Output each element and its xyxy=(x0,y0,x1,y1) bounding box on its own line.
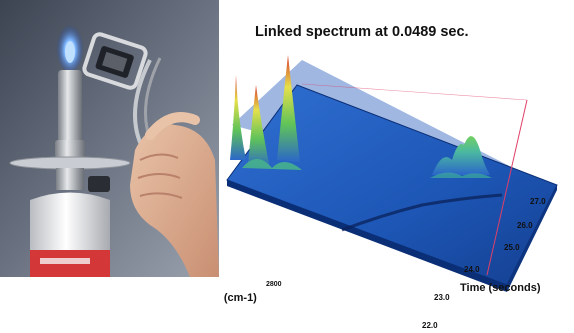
spectrum-surface-plot: 27.0 26.0 25.0 24.0 23.0 22.0 2800 Waven… xyxy=(222,0,574,333)
peak-1 xyxy=(230,75,246,160)
burner-photo xyxy=(0,0,219,277)
plot-title: Linked spectrum at 0.0489 sec. xyxy=(255,24,469,40)
peak-2 xyxy=(248,85,270,168)
time-tick-24: 24.0 xyxy=(464,265,480,274)
spectral-ridge xyxy=(341,193,503,232)
time-axis-ticks: 27.0 26.0 25.0 24.0 23.0 22.0 xyxy=(422,197,546,330)
time-tick-23: 23.0 xyxy=(434,293,450,302)
heat-shield xyxy=(9,156,131,170)
time-axis-label: Time (seconds) xyxy=(460,282,541,294)
time-marker-line xyxy=(486,99,528,276)
burner-tube xyxy=(58,70,82,148)
x-axis-label: Wavenumbers (cm-1) xyxy=(222,292,257,304)
peak-cluster-right xyxy=(432,136,490,175)
peak-3 xyxy=(277,55,300,162)
time-tick-25: 25.0 xyxy=(504,243,520,252)
time-tick-26: 26.0 xyxy=(517,221,533,230)
sample-holder xyxy=(82,32,148,90)
time-tick-22: 22.0 xyxy=(422,321,438,330)
wavenumber-tick: 2800 xyxy=(266,281,282,288)
time-tick-27: 27.0 xyxy=(530,197,546,206)
hand xyxy=(130,112,219,277)
